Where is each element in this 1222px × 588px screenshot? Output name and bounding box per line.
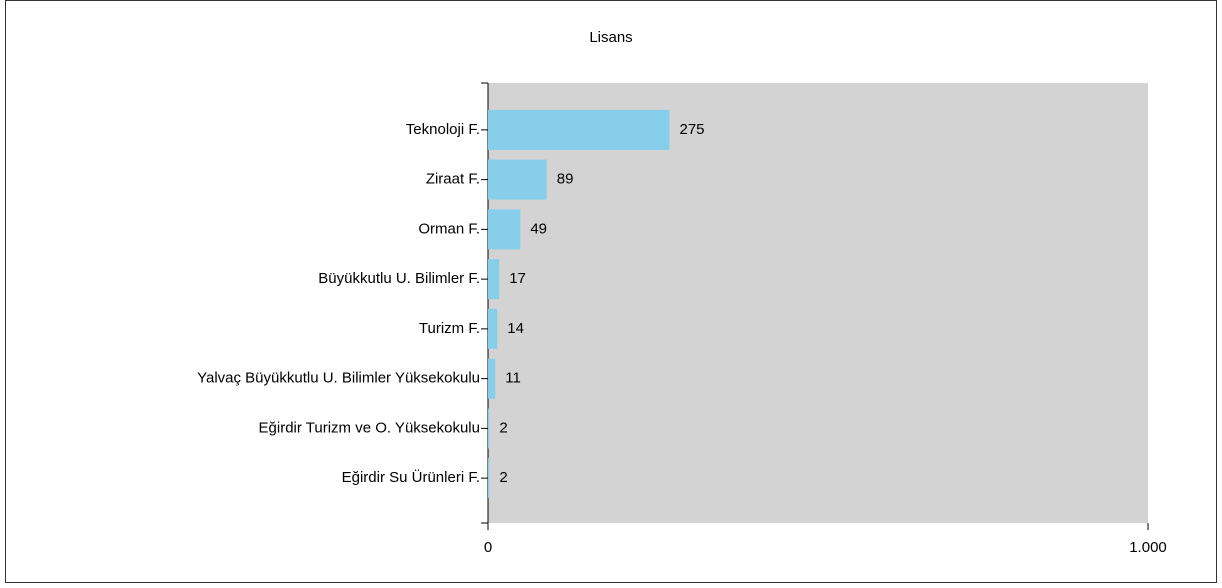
bar bbox=[488, 358, 496, 399]
x-tick-label: 1.000 bbox=[1129, 539, 1167, 556]
y-tick-label: Ziraat F. bbox=[426, 171, 480, 188]
bar bbox=[488, 209, 521, 250]
bar bbox=[488, 408, 490, 449]
bar bbox=[488, 458, 490, 499]
y-tick-label: Turizm F. bbox=[419, 320, 480, 337]
value-label: 2 bbox=[499, 419, 507, 436]
y-tick-label: Orman F. bbox=[418, 220, 480, 237]
x-tick-label: 0 bbox=[484, 539, 492, 556]
value-label: 14 bbox=[507, 320, 524, 337]
value-label: 2 bbox=[499, 469, 507, 486]
value-label: 49 bbox=[530, 220, 547, 237]
bar bbox=[488, 159, 547, 200]
y-tick-label: Eğirdir Su Ürünleri F. bbox=[342, 468, 480, 486]
value-label: 275 bbox=[680, 121, 705, 138]
plot-area bbox=[488, 83, 1148, 523]
chart-title: Lisans bbox=[589, 29, 632, 46]
y-tick-label: Yalvaç Büyükkutlu U. Bilimler Yüksekokul… bbox=[197, 370, 480, 387]
bar bbox=[488, 308, 498, 349]
y-tick-label: Teknoloji F. bbox=[406, 121, 480, 138]
value-label: 11 bbox=[505, 370, 521, 387]
bar bbox=[488, 109, 670, 150]
value-label: 89 bbox=[557, 171, 574, 188]
y-tick-label: Büyükkutlu U. Bilimler F. bbox=[318, 270, 480, 287]
y-tick-label: Eğirdir Turizm ve O. Yüksekokulu bbox=[259, 419, 480, 436]
value-label: 17 bbox=[509, 270, 526, 287]
bar bbox=[488, 259, 500, 300]
